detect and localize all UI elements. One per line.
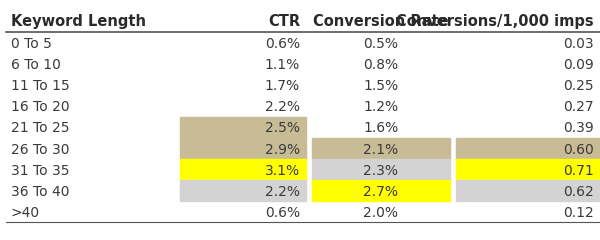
- Text: 36 To 40: 36 To 40: [11, 185, 70, 199]
- Text: 0.27: 0.27: [563, 100, 594, 114]
- Text: 1.6%: 1.6%: [364, 121, 398, 136]
- Text: 2.5%: 2.5%: [265, 121, 300, 136]
- Text: 2.0%: 2.0%: [364, 206, 398, 220]
- Bar: [456, 159, 600, 180]
- Text: 21 To 25: 21 To 25: [11, 121, 70, 136]
- Text: 11 To 15: 11 To 15: [11, 79, 70, 93]
- Text: 1.2%: 1.2%: [364, 100, 398, 114]
- Text: 0.12: 0.12: [563, 206, 594, 220]
- Text: 1.7%: 1.7%: [265, 79, 300, 93]
- Text: 26 To 30: 26 To 30: [11, 143, 70, 157]
- Text: 2.9%: 2.9%: [265, 143, 300, 157]
- Text: Conversion Rate: Conversion Rate: [313, 13, 449, 29]
- Text: Keyword Length: Keyword Length: [11, 13, 146, 29]
- Text: 2.2%: 2.2%: [265, 185, 300, 199]
- Text: 0.25: 0.25: [563, 79, 594, 93]
- Text: 3.1%: 3.1%: [265, 164, 300, 178]
- Text: Conversions/1,000 imps: Conversions/1,000 imps: [397, 13, 594, 29]
- Text: 2.7%: 2.7%: [364, 185, 398, 199]
- Bar: [456, 180, 600, 201]
- Text: 2.2%: 2.2%: [265, 100, 300, 114]
- Text: 0.71: 0.71: [563, 164, 594, 178]
- Text: 0.6%: 0.6%: [265, 206, 300, 220]
- Text: 6 To 10: 6 To 10: [11, 58, 61, 72]
- Text: CTR: CTR: [268, 13, 300, 29]
- Text: 2.1%: 2.1%: [364, 143, 398, 157]
- Text: 0.09: 0.09: [563, 58, 594, 72]
- Bar: [180, 138, 306, 159]
- Bar: [456, 138, 600, 159]
- Bar: [180, 159, 306, 180]
- Text: 16 To 20: 16 To 20: [11, 100, 70, 114]
- Text: 0.5%: 0.5%: [364, 37, 398, 51]
- Text: 0 To 5: 0 To 5: [11, 37, 52, 51]
- Bar: [312, 138, 450, 159]
- Bar: [312, 180, 450, 201]
- Text: 0.62: 0.62: [563, 185, 594, 199]
- Text: >40: >40: [11, 206, 40, 220]
- Text: 0.39: 0.39: [563, 121, 594, 136]
- Bar: [180, 180, 306, 201]
- Bar: [312, 159, 450, 180]
- Text: 31 To 35: 31 To 35: [11, 164, 70, 178]
- Text: 0.6%: 0.6%: [265, 37, 300, 51]
- Text: 1.5%: 1.5%: [364, 79, 398, 93]
- Text: 2.3%: 2.3%: [364, 164, 398, 178]
- Text: 0.60: 0.60: [563, 143, 594, 157]
- Text: 0.8%: 0.8%: [364, 58, 398, 72]
- Text: 1.1%: 1.1%: [265, 58, 300, 72]
- Bar: [180, 117, 306, 138]
- Text: 0.03: 0.03: [563, 37, 594, 51]
